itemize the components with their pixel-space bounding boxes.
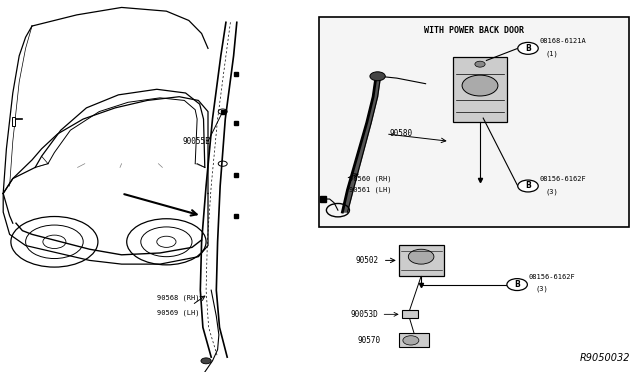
Bar [399, 245, 444, 276]
Text: R9050032: R9050032 [580, 353, 630, 363]
Text: (1): (1) [546, 51, 559, 57]
Text: B: B [525, 44, 531, 53]
Text: 08156-6162F: 08156-6162F [540, 176, 586, 182]
Text: (3): (3) [546, 188, 559, 195]
Polygon shape [357, 123, 371, 156]
Text: 90568 (RH): 90568 (RH) [157, 294, 199, 301]
Bar [399, 333, 429, 347]
Circle shape [475, 61, 485, 67]
Bar [402, 310, 418, 318]
Polygon shape [373, 74, 381, 97]
Circle shape [518, 180, 538, 192]
Polygon shape [342, 190, 353, 212]
Text: 90580: 90580 [389, 129, 412, 138]
Text: WITH POWER BACK DOOR: WITH POWER BACK DOOR [424, 26, 524, 35]
Text: 08156-6162F: 08156-6162F [529, 274, 575, 280]
Text: B: B [515, 280, 520, 289]
Circle shape [408, 249, 434, 264]
Text: 90570: 90570 [357, 336, 380, 345]
Circle shape [462, 75, 498, 96]
Circle shape [507, 279, 527, 291]
Polygon shape [367, 97, 378, 123]
Bar [12, 117, 15, 126]
Circle shape [201, 358, 211, 364]
Text: 08168-6121A: 08168-6121A [540, 38, 586, 44]
Text: 90502: 90502 [355, 256, 378, 265]
Text: 90561 (LH): 90561 (LH) [349, 186, 391, 193]
Text: 90053D: 90053D [351, 310, 378, 319]
Text: 90560 (RH): 90560 (RH) [349, 175, 391, 182]
Polygon shape [348, 156, 362, 190]
Circle shape [370, 72, 385, 81]
Text: 90569 (LH): 90569 (LH) [157, 309, 199, 316]
Text: B: B [525, 182, 531, 190]
Bar [319, 17, 629, 227]
Ellipse shape [403, 336, 419, 345]
Text: 90055E: 90055E [182, 137, 210, 146]
Bar [453, 57, 507, 122]
Circle shape [518, 42, 538, 54]
Text: (3): (3) [535, 286, 548, 292]
